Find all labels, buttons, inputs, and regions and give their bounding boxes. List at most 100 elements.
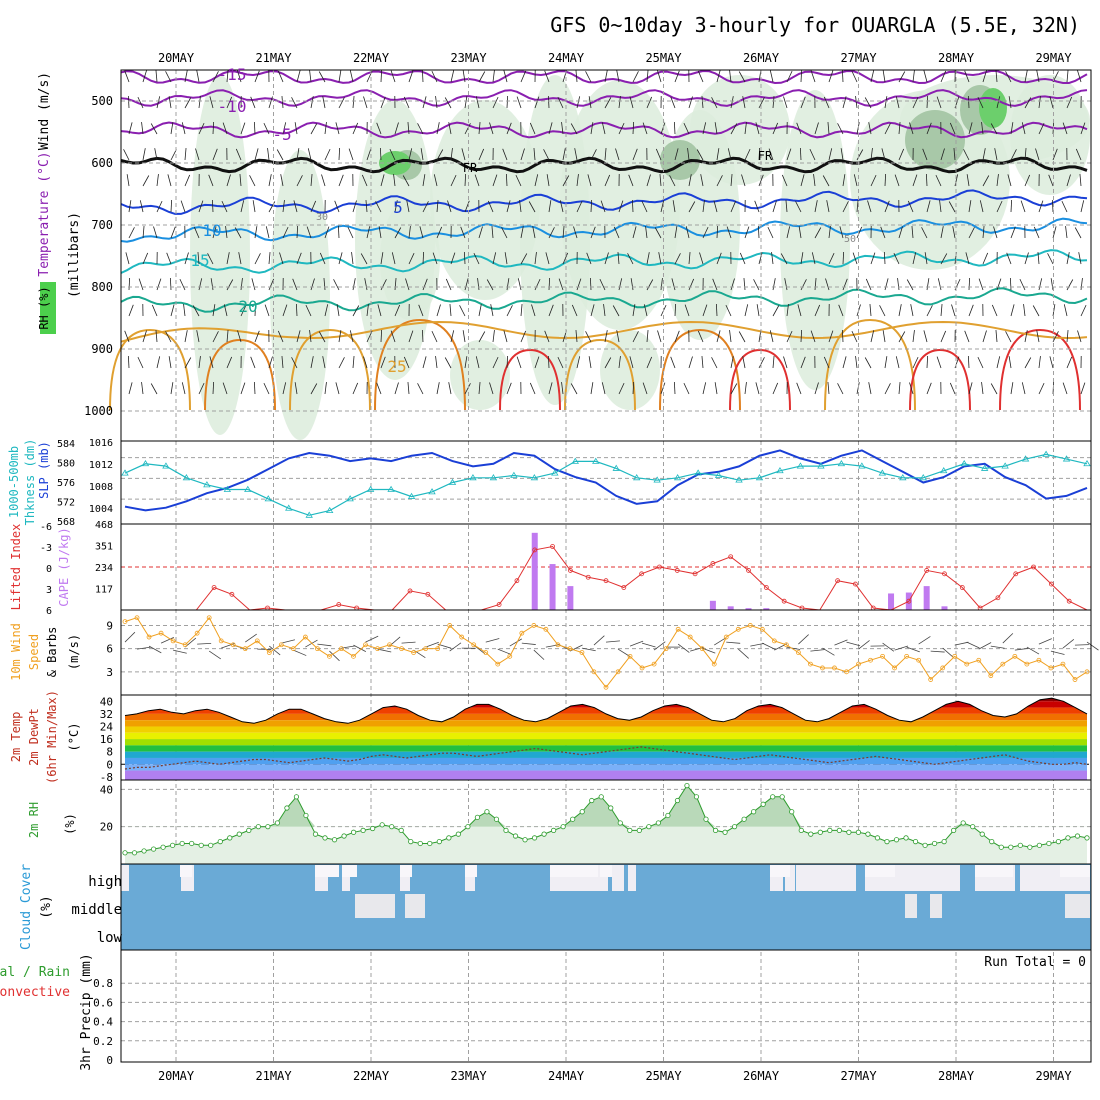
dewpoint-series [124, 746, 1088, 770]
wind-barb [841, 69, 844, 83]
cape-bar [923, 586, 930, 610]
rh-marker [646, 824, 652, 830]
wind-barb [137, 96, 144, 109]
precip-tick-label: 0.8 [93, 977, 113, 990]
wind-barb [1024, 174, 1031, 187]
date-label-bottom: 20MAY [158, 1069, 195, 1083]
thickness-marker [428, 488, 436, 495]
wind-speed-marker [591, 669, 597, 675]
wind-speed-marker [158, 630, 164, 636]
wind-barb [198, 200, 204, 213]
li-marker [621, 585, 627, 590]
li-marker [1066, 598, 1072, 604]
wind-barb [629, 356, 634, 369]
wind-barb [711, 357, 718, 369]
wind-barb [436, 122, 440, 135]
wind-barb [520, 330, 527, 343]
wind-barb [1052, 148, 1058, 161]
wind-barb [156, 278, 162, 291]
wind-barb [840, 148, 844, 161]
wind-barb [754, 200, 760, 213]
li-marker [710, 561, 716, 566]
wind-barb [982, 175, 990, 187]
wind-barb [170, 149, 177, 161]
wind-barb [898, 226, 903, 239]
wind-barb [473, 252, 480, 265]
wind-barb [940, 226, 944, 239]
wind-barb [170, 226, 176, 239]
wind-barb [208, 174, 214, 187]
li-marker [425, 591, 431, 597]
wind-barb [198, 278, 203, 291]
wind-barb [282, 122, 287, 135]
wind-barb [781, 174, 788, 187]
pressure-tick-label: 700 [91, 218, 113, 232]
rh-marker [741, 816, 747, 822]
wind-barb [851, 70, 858, 83]
wind-barb [800, 174, 805, 187]
wind-barb [351, 252, 354, 265]
wind-barb [506, 382, 512, 395]
rh-marker [922, 842, 928, 848]
wind-barb [170, 382, 174, 395]
wind-barb [352, 96, 355, 109]
wind-barb [349, 330, 354, 343]
wind-barb [435, 96, 438, 109]
wind-barb [576, 278, 582, 291]
wind-barb [906, 646, 920, 653]
wind-barb [570, 123, 578, 135]
temp-band [125, 770, 1087, 780]
wind-barb [534, 278, 541, 291]
wind-barb [1066, 279, 1074, 291]
wind-barb [363, 356, 368, 369]
wind-barb [738, 648, 749, 659]
wind-barb [124, 330, 130, 343]
thickness-marker [162, 462, 170, 469]
wind-barb [926, 95, 929, 109]
axis-label-rh: RH (%) [37, 286, 51, 329]
wind-barb [1008, 96, 1012, 109]
wind-barb [168, 356, 172, 369]
wind-barb [590, 199, 593, 213]
rh-marker [284, 805, 290, 811]
cloud-clear-high [400, 865, 410, 891]
rh-marker [246, 827, 252, 834]
wind-barb [282, 382, 287, 395]
li-marker [1031, 564, 1036, 570]
li-tick-label: 3 [46, 585, 52, 596]
wind-barb [786, 148, 792, 161]
wind-barb [478, 382, 481, 395]
wind-barb [125, 252, 130, 265]
wind-barb [800, 252, 804, 265]
wind-barb [936, 96, 942, 109]
wind-barb [505, 173, 508, 187]
rh-shading-region [780, 90, 850, 390]
wind-barb [531, 304, 536, 317]
wind-barb [1047, 253, 1054, 265]
thickness-marker [244, 485, 252, 492]
wind-speed-marker [1048, 665, 1054, 671]
wind-barb [783, 356, 788, 369]
wind-barb [575, 330, 578, 343]
wind-barb [291, 357, 298, 369]
wind-speed-marker [747, 623, 753, 628]
wind-barb [1009, 277, 1012, 291]
wind-speed-marker [928, 677, 934, 682]
wind-barb [910, 304, 914, 317]
wind-barb [996, 200, 1003, 213]
wind-barb [353, 644, 367, 653]
wind-barb [883, 251, 886, 265]
wind-barb [173, 649, 187, 654]
wind-barb [772, 122, 779, 135]
rh-marker [932, 840, 938, 847]
rh-marker [1065, 835, 1071, 841]
axis-label-cape: CAPE (J/kg) [57, 527, 71, 606]
wind-barb [268, 96, 273, 109]
wind-barb [590, 382, 594, 395]
isotherm-arc [729, 348, 791, 411]
cloud-clear-high [785, 865, 795, 891]
wind-barb [1033, 226, 1040, 239]
wind-barb [837, 383, 844, 395]
wind-barb [520, 70, 527, 83]
